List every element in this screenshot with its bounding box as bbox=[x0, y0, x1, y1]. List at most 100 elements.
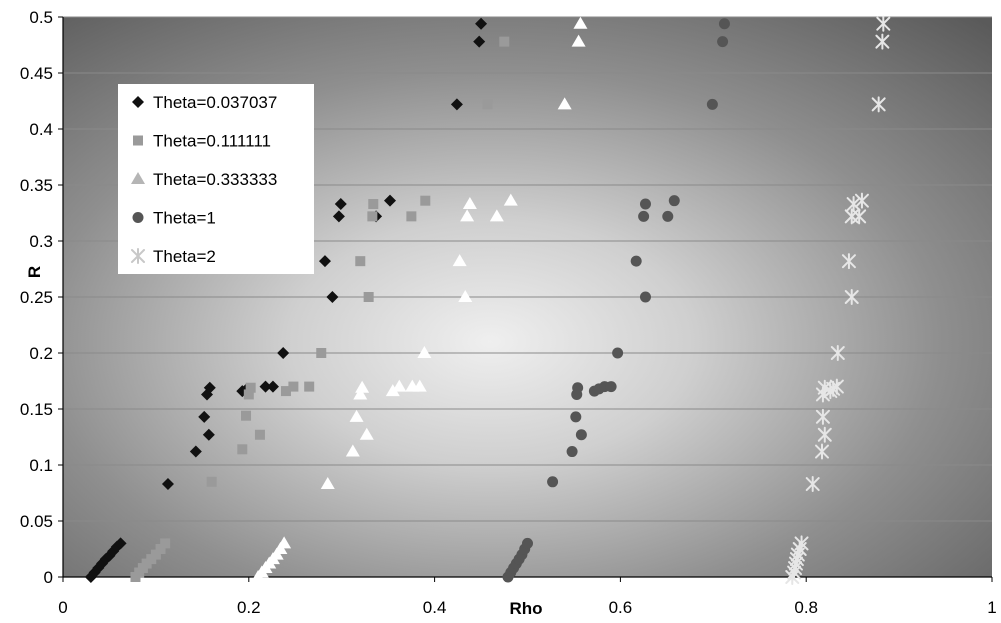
y-tick-label: 0.05 bbox=[20, 512, 53, 531]
data-point bbox=[243, 389, 254, 400]
y-tick-label: 0.5 bbox=[29, 8, 53, 27]
legend-label: Theta=1 bbox=[153, 209, 216, 228]
data-point bbox=[353, 387, 368, 400]
y-tick-label: 0.2 bbox=[29, 344, 53, 363]
data-point bbox=[316, 348, 327, 358]
data-point bbox=[392, 379, 407, 392]
data-point bbox=[349, 409, 364, 422]
data-point bbox=[639, 198, 651, 210]
data-point bbox=[198, 410, 211, 423]
data-point bbox=[359, 427, 374, 440]
data-point bbox=[639, 291, 651, 303]
data-point bbox=[830, 345, 845, 361]
axes: 0 0.05 0.1 0.15 0.2 0.25 0.3 0.35 0.4 0.45 0.5 0 0.2… bbox=[20, 8, 997, 617]
data-point bbox=[114, 537, 127, 550]
data-point bbox=[844, 289, 859, 305]
data-point bbox=[155, 544, 166, 554]
legend-box bbox=[118, 84, 314, 274]
data-point bbox=[277, 536, 292, 549]
data-point bbox=[638, 210, 650, 222]
legend-label: Theta=0.037037 bbox=[153, 93, 277, 112]
data-point bbox=[462, 197, 477, 210]
data-point bbox=[482, 99, 493, 110]
data-point bbox=[406, 211, 417, 222]
data-point bbox=[489, 209, 504, 222]
data-point bbox=[630, 255, 642, 267]
data-point bbox=[805, 476, 820, 493]
data-point bbox=[547, 476, 559, 488]
data-point bbox=[266, 380, 279, 393]
data-point bbox=[571, 34, 586, 47]
data-point bbox=[875, 33, 890, 50]
data-point bbox=[814, 443, 829, 460]
data-point bbox=[259, 380, 272, 393]
data-point bbox=[876, 15, 891, 32]
series-5 bbox=[785, 15, 891, 585]
data-point bbox=[817, 426, 832, 443]
data-point bbox=[304, 381, 315, 392]
data-point bbox=[475, 17, 488, 30]
x-axis-title: Rho bbox=[509, 599, 542, 618]
data-point bbox=[384, 194, 397, 207]
y-tick-label: 0.3 bbox=[29, 232, 53, 251]
legend-marker bbox=[133, 135, 143, 146]
data-points bbox=[84, 15, 891, 585]
data-point bbox=[854, 192, 869, 209]
data-point bbox=[288, 381, 299, 392]
data-point bbox=[662, 210, 674, 222]
data-point bbox=[160, 538, 171, 549]
data-point bbox=[473, 35, 486, 48]
data-point bbox=[841, 253, 856, 270]
data-point bbox=[206, 476, 217, 487]
data-point bbox=[499, 36, 510, 47]
data-point bbox=[452, 254, 467, 267]
x-tick-label: 0.4 bbox=[423, 598, 447, 617]
legend: Theta=0.037037 Theta=0.111111 Theta=0.3333… bbox=[118, 84, 314, 274]
data-point bbox=[829, 378, 844, 395]
data-point bbox=[237, 444, 248, 455]
data-point bbox=[717, 36, 729, 48]
data-point bbox=[385, 384, 400, 397]
data-point bbox=[522, 537, 533, 549]
data-point bbox=[320, 477, 335, 490]
y-tick-label: 0.4 bbox=[29, 120, 53, 139]
data-point bbox=[871, 96, 886, 113]
data-point bbox=[852, 208, 867, 225]
y-tick-label: 0.25 bbox=[20, 288, 53, 307]
data-point bbox=[355, 380, 370, 393]
data-point bbox=[572, 382, 584, 394]
x-tick-label: 0.2 bbox=[237, 598, 261, 617]
data-point bbox=[254, 429, 265, 440]
x-tick-label: 0.8 bbox=[794, 598, 818, 617]
data-point bbox=[570, 411, 582, 423]
data-point bbox=[367, 211, 378, 222]
series-3 bbox=[251, 16, 588, 582]
data-point bbox=[368, 199, 379, 210]
y-tick-label: 0 bbox=[44, 568, 53, 587]
data-point bbox=[189, 445, 202, 458]
data-point bbox=[557, 97, 572, 110]
legend-label: Theta=0.333333 bbox=[153, 170, 277, 189]
data-point bbox=[363, 292, 374, 302]
data-point bbox=[203, 381, 216, 394]
data-point bbox=[503, 193, 518, 206]
y-axis-title: R bbox=[25, 266, 44, 278]
data-point bbox=[345, 444, 360, 457]
data-point bbox=[161, 478, 174, 491]
data-point bbox=[573, 16, 588, 29]
data-point bbox=[277, 347, 290, 359]
data-point bbox=[785, 569, 800, 585]
data-point bbox=[605, 381, 617, 393]
data-point bbox=[417, 346, 432, 358]
series-2 bbox=[130, 36, 510, 582]
data-point bbox=[355, 256, 366, 267]
data-point bbox=[612, 347, 624, 359]
data-point bbox=[420, 195, 431, 206]
legend-label: Theta=2 bbox=[153, 247, 216, 266]
data-point bbox=[706, 98, 718, 110]
x-tick-label: 0.6 bbox=[609, 598, 633, 617]
x-tick-label: 1 bbox=[987, 598, 996, 617]
legend-label: Theta=0.111111 bbox=[153, 132, 271, 151]
series-4 bbox=[502, 18, 730, 583]
